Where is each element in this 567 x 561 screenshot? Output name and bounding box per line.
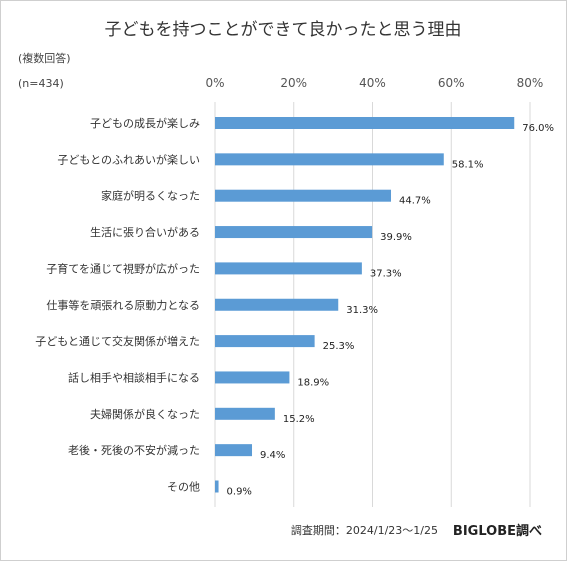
bar — [215, 189, 392, 202]
category-label: 夫婦関係が良くなった — [90, 407, 200, 421]
x-tick-label: 40% — [359, 76, 386, 90]
chart-subtitle: (複数回答) — [18, 51, 71, 65]
survey-period: 調査期間：2024/1/23〜1/25 — [291, 523, 438, 537]
data-label: 9.4% — [260, 450, 285, 461]
bar — [215, 480, 219, 493]
x-tick-label: 20% — [280, 76, 307, 90]
data-labels: 76.0% 58.1% 44.7% 39.9% 37.3% 31.3% 25.3% 18.9%… — [227, 123, 554, 498]
data-label: 37.3% — [370, 268, 402, 279]
bar — [215, 153, 444, 166]
data-label: 76.0% — [522, 123, 554, 134]
category-label: 仕事等を頑張れる原動力となる — [46, 298, 200, 312]
x-tick-label: 0% — [205, 76, 224, 90]
bar — [215, 444, 253, 457]
data-label: 18.9% — [297, 377, 329, 388]
data-label: 15.2% — [283, 414, 315, 425]
category-label: 家庭が明るくなった — [101, 189, 200, 203]
x-axis-ticks: 0% 20% 40% 60% 80% — [205, 76, 543, 90]
bar — [215, 117, 515, 129]
category-label: 話し相手や相談相手になる — [68, 370, 200, 384]
bars — [215, 117, 515, 493]
data-label: 25.3% — [323, 341, 355, 352]
data-label: 44.7% — [399, 196, 431, 207]
category-label: 子どもとのふれあいが楽しい — [57, 152, 200, 166]
data-label: 39.9% — [380, 232, 412, 243]
category-labels: 子どもの成長が楽しみ子どもとのふれあいが楽しい家庭が明るくなった生活に張り合いが… — [35, 116, 200, 494]
category-label: 老後・死後の不安が減った — [68, 443, 200, 457]
category-label: 子育てを通じて視野が広がった — [46, 261, 200, 275]
bar — [215, 226, 373, 239]
category-label: 生活に張り合いがある — [90, 225, 200, 239]
bar — [215, 262, 362, 275]
bar — [215, 298, 339, 311]
category-label: 子どもの成長が楽しみ — [90, 116, 200, 130]
data-label: 0.9% — [227, 487, 252, 498]
category-label: 子どもと通じて交友関係が増えた — [35, 334, 200, 348]
category-label: その他 — [167, 481, 200, 494]
brand-credit: BIGLOBE調べ — [453, 523, 542, 539]
x-tick-label: 80% — [517, 76, 544, 90]
sample-size: (n=434) — [18, 77, 64, 90]
bar — [215, 371, 290, 384]
data-label: 31.3% — [346, 305, 378, 316]
chart-title: 子どもを持つことができて良かったと思う理由 — [105, 20, 462, 40]
bar — [215, 407, 275, 420]
bar — [215, 335, 315, 348]
x-tick-label: 60% — [438, 76, 465, 90]
data-label: 58.1% — [452, 159, 484, 170]
